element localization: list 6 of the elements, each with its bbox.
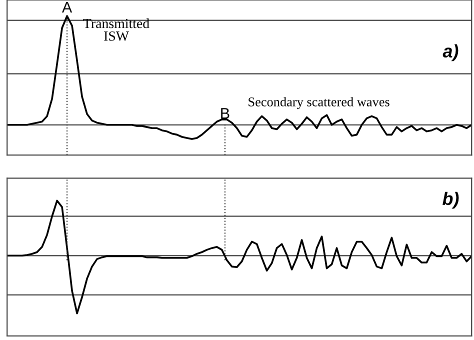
- annotation: Secondary scattered waves: [248, 97, 390, 110]
- annotation: Transmitted ISW: [83, 18, 150, 41]
- annotation: a): [442, 44, 458, 62]
- annotation: B: [221, 108, 230, 119]
- annotation: b): [442, 192, 459, 209]
- text: A: [62, 2, 72, 12]
